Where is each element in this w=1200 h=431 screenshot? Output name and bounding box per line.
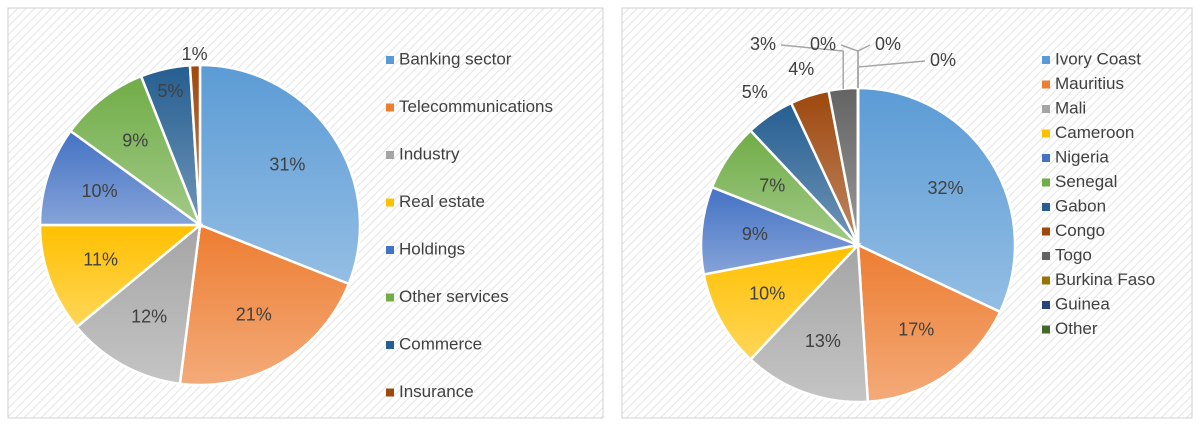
data-label: 7% bbox=[759, 176, 785, 196]
legend-swatch bbox=[1042, 105, 1050, 113]
legend-label: Cameroon bbox=[1055, 123, 1134, 142]
data-label: 9% bbox=[742, 224, 768, 244]
legend-label: Other bbox=[1055, 319, 1098, 338]
data-label: 11% bbox=[83, 250, 118, 270]
legend-swatch bbox=[1042, 154, 1050, 162]
slice-shade bbox=[200, 65, 360, 284]
legend-swatch bbox=[1042, 301, 1050, 309]
data-label: 4% bbox=[788, 59, 814, 79]
data-label: 12% bbox=[131, 306, 167, 326]
legend-swatch bbox=[1042, 227, 1050, 236]
legend-swatch bbox=[386, 151, 394, 159]
slice-shade bbox=[828, 88, 858, 245]
legend-swatch bbox=[1042, 129, 1050, 138]
legend-label: Commerce bbox=[399, 334, 482, 353]
slice-shade bbox=[750, 102, 858, 245]
legend-label: Mali bbox=[1055, 98, 1086, 117]
legend-label: Banking sector bbox=[399, 49, 512, 68]
legend-label: Guinea bbox=[1055, 294, 1110, 313]
legend-label: Other services bbox=[399, 287, 509, 306]
legend-swatch bbox=[1042, 276, 1050, 285]
data-label: 32% bbox=[927, 178, 963, 198]
slice-shade bbox=[76, 225, 200, 384]
data-label: 5% bbox=[742, 82, 768, 102]
legend-label: Burkina Faso bbox=[1055, 270, 1155, 289]
legend-swatch bbox=[386, 341, 394, 349]
slice-shade bbox=[858, 88, 1015, 312]
legend-swatch bbox=[1042, 80, 1050, 89]
legend-label: Insurance bbox=[399, 382, 474, 401]
slice-shade bbox=[70, 76, 200, 225]
data-label: 10% bbox=[749, 284, 785, 304]
legend-swatch bbox=[1042, 178, 1050, 187]
leader-line bbox=[857, 60, 926, 88]
legend-label: Ivory Coast bbox=[1055, 49, 1141, 68]
slice-shade bbox=[179, 225, 349, 385]
slice-shade bbox=[40, 225, 200, 327]
slice-shade bbox=[189, 65, 200, 225]
legend-swatch bbox=[386, 56, 394, 64]
legend-label: Gabon bbox=[1055, 196, 1106, 215]
legend-label: Holdings bbox=[399, 239, 465, 258]
data-label: 31% bbox=[269, 154, 305, 174]
leader-line bbox=[780, 44, 844, 89]
legend-label: Real estate bbox=[399, 192, 485, 211]
data-label: 21% bbox=[236, 305, 272, 325]
legend-swatch bbox=[386, 293, 394, 302]
data-label: 13% bbox=[805, 331, 841, 351]
data-label: 0% bbox=[875, 34, 901, 54]
legend-swatch bbox=[1042, 56, 1050, 64]
data-label: 10% bbox=[82, 181, 118, 201]
data-label: 5% bbox=[157, 81, 183, 101]
slice-shade bbox=[858, 245, 1001, 402]
data-label: 0% bbox=[930, 50, 956, 70]
slice-shade bbox=[141, 65, 200, 225]
data-label: 9% bbox=[122, 130, 148, 150]
data-label: 1% bbox=[182, 44, 208, 64]
legend-swatch bbox=[386, 388, 394, 397]
data-label: 3% bbox=[750, 34, 776, 54]
slice-shade bbox=[40, 130, 200, 225]
legend-label: Telecommunications bbox=[399, 97, 553, 116]
legend-swatch bbox=[1042, 325, 1050, 334]
legend-label: Senegal bbox=[1055, 172, 1117, 191]
legend-swatch bbox=[386, 103, 394, 112]
slice-shade bbox=[791, 90, 858, 245]
legend-swatch bbox=[386, 246, 394, 254]
legend-label: Togo bbox=[1055, 245, 1092, 264]
data-label: 17% bbox=[898, 319, 934, 339]
slice-shade bbox=[703, 245, 858, 360]
legend-label: Nigeria bbox=[1055, 147, 1109, 166]
data-label: 0% bbox=[810, 34, 836, 54]
legend-swatch bbox=[386, 198, 394, 207]
legend-label: Mauritius bbox=[1055, 74, 1124, 93]
legend-swatch bbox=[1042, 203, 1050, 211]
legend-swatch bbox=[1042, 252, 1050, 260]
slice-shade bbox=[712, 130, 858, 245]
legend-label: Congo bbox=[1055, 221, 1105, 240]
slice-shade bbox=[750, 245, 868, 402]
slice-shade bbox=[700, 187, 858, 275]
legend-label: Industry bbox=[399, 144, 460, 163]
